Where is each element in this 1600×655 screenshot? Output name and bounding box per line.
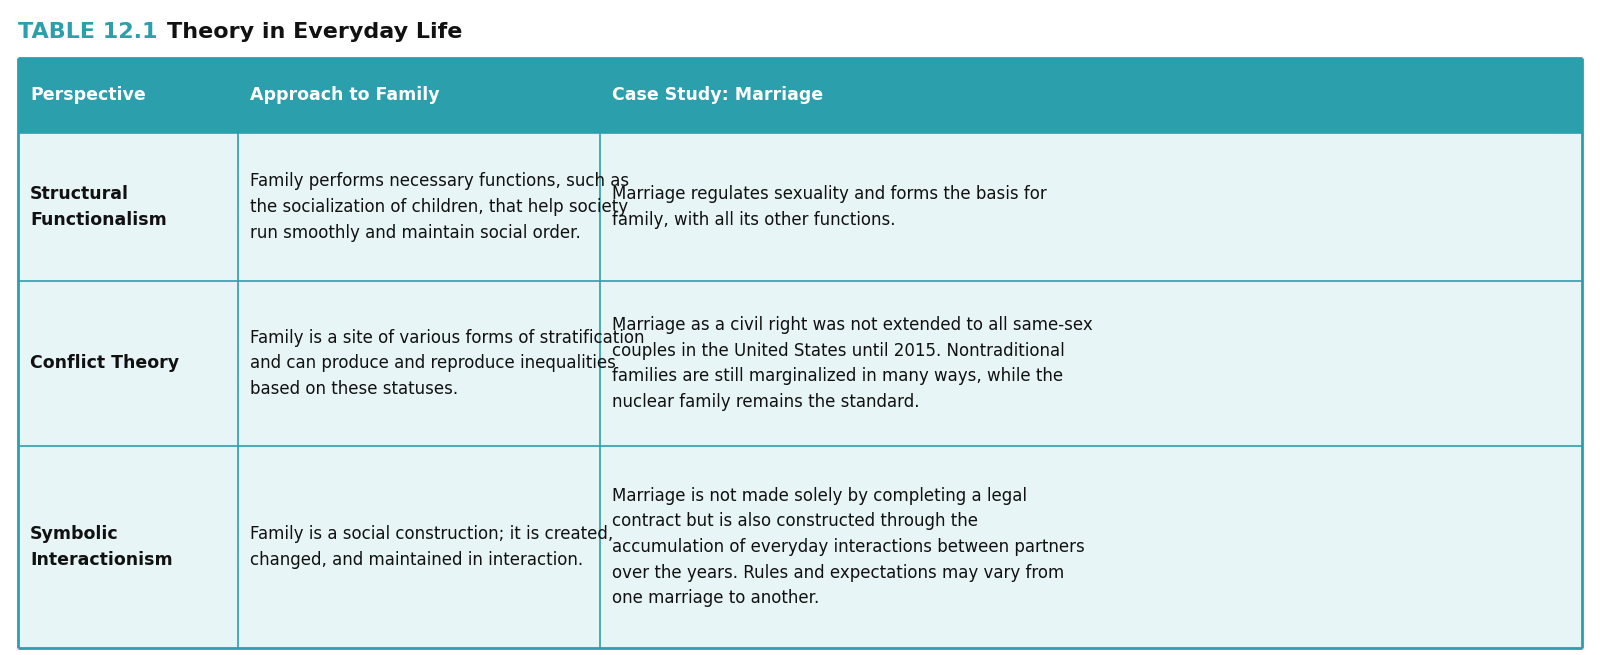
Text: Family is a social construction; it is created,
changed, and maintained in inter: Family is a social construction; it is c… [250, 525, 613, 569]
Text: Family is a site of various forms of stratification
and can produce and reproduc: Family is a site of various forms of str… [250, 329, 645, 398]
Text: Marriage regulates sexuality and forms the basis for
family, with all its other : Marriage regulates sexuality and forms t… [611, 185, 1046, 229]
Text: Case Study: Marriage: Case Study: Marriage [611, 86, 822, 105]
Text: Approach to Family: Approach to Family [250, 86, 440, 105]
Text: Structural
Functionalism: Structural Functionalism [30, 185, 166, 229]
Bar [18, 58, 1582, 133]
Bar [18, 446, 1582, 648]
Bar [18, 133, 1582, 281]
Text: Conflict Theory: Conflict Theory [30, 354, 179, 373]
Bar [18, 281, 1582, 446]
Text: Marriage is not made solely by completing a legal
contract but is also construct: Marriage is not made solely by completin… [611, 487, 1085, 607]
Text: Marriage as a civil right was not extended to all same-sex
couples in the United: Marriage as a civil right was not extend… [611, 316, 1093, 411]
Text: Symbolic
Interactionism: Symbolic Interactionism [30, 525, 173, 569]
Text: Family performs necessary functions, such as
the socialization of children, that: Family performs necessary functions, suc… [250, 172, 629, 242]
Text: TABLE 12.1: TABLE 12.1 [18, 22, 157, 42]
Text: Perspective: Perspective [30, 86, 146, 105]
Text: Theory in Everyday Life: Theory in Everyday Life [136, 22, 462, 42]
